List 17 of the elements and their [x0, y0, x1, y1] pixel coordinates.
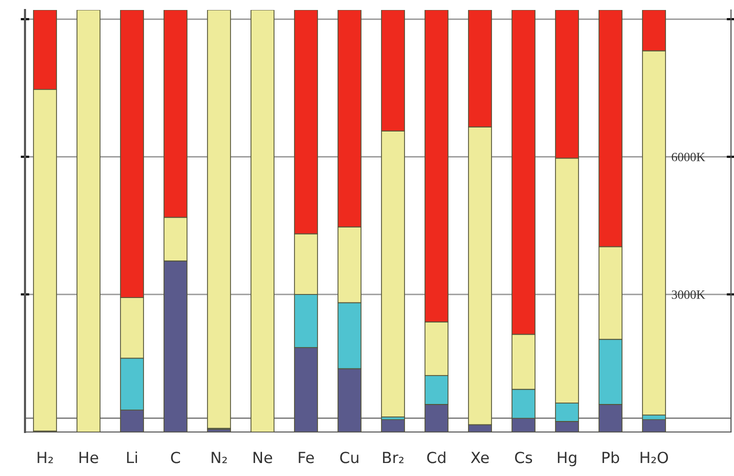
x-tick-label: Xe — [470, 452, 489, 464]
x-tick-label: Br₂ — [383, 452, 404, 464]
x-tick-label: Fe — [298, 452, 314, 464]
x-tick-label: N₂ — [212, 452, 227, 464]
x-tick-label: Ne — [254, 452, 272, 464]
y-tick-label: 6000K — [672, 152, 706, 162]
x-tick-label: H₂O — [640, 452, 668, 464]
y-tick-label: 3000K — [672, 290, 706, 299]
x-tick-label: He — [80, 452, 98, 464]
x-tick-label: Cu — [340, 452, 358, 464]
x-tick-label: Cd — [427, 451, 446, 464]
x-tick-label: C — [171, 452, 180, 464]
x-tick-label: Pb — [602, 451, 620, 464]
x-tick-label: Li — [127, 451, 137, 464]
x-tick-label: Cs — [515, 452, 532, 464]
x-tick-label: Hg — [558, 452, 576, 466]
x-tick-label: H₂ — [38, 452, 53, 464]
